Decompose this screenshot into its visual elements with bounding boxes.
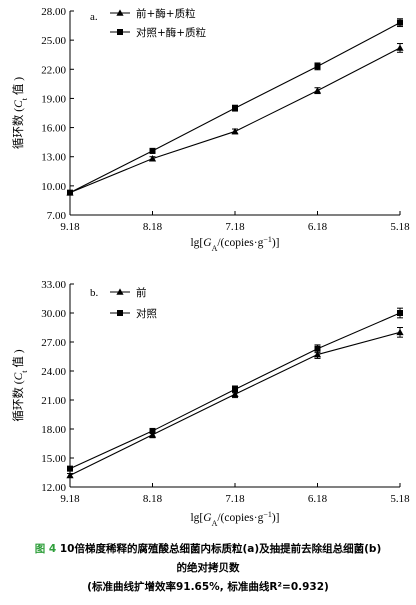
chart-b-y-tick-label: 18.00: [41, 424, 66, 436]
chart-b-series-2-point: [397, 310, 403, 316]
chart-a-series-1-point: [231, 127, 239, 135]
chart-b-series-2-point: [149, 427, 156, 434]
chart-b-x-tick-label: 5.18: [390, 493, 410, 505]
chart-a-series-2-point: [314, 63, 321, 70]
chart-a-x-tick-label: 5.18: [390, 221, 410, 233]
chart-canvas: 7.00 10.00 13.00 16.00 19.00 22.00 25.00 28.00 9…: [11, 6, 410, 528]
chart-a-y-tick-label: 28.00: [41, 6, 66, 18]
chart-b-series-1-point: [231, 390, 239, 397]
chart-a-y-tick-label: 19.00: [41, 93, 66, 105]
chart-b-legend-label: 前: [136, 286, 147, 299]
caption-figure-label: 图 4: [34, 543, 57, 555]
chart-b-y-tick-label: 33.00: [41, 279, 66, 291]
figure-caption: 图 4 10倍梯度稀释的腐殖酸总细菌内标质粒(a)及抽提前去除组总细菌(b) 的…: [0, 540, 416, 597]
chart-a-series-2-point: [232, 105, 238, 112]
chart-b-y-tick-label: 15.00: [41, 453, 66, 465]
chart-b-series-1-point: [66, 471, 74, 479]
chart-b-series-1-point: [313, 350, 322, 358]
chart-b-x-tick-label: 6.18: [308, 493, 328, 505]
chart-a-series-1-line: [69, 47, 401, 194]
caption-text-1: 10倍梯度稀释的腐殖酸总细菌内标质粒(a)及抽提前去除组总细菌(b): [59, 543, 382, 555]
chart-b-series-1-point: [148, 431, 157, 438]
chart-b-x-tick-label: 7.18: [225, 493, 245, 505]
chart-b-y-tick-label: 21.00: [41, 395, 66, 407]
chart-a-series-2-point: [149, 147, 156, 154]
chart-b-x-tick-label: 9.18: [60, 493, 80, 505]
chart-a-series-2-point: [67, 189, 73, 196]
chart-b-series-2-point: [232, 386, 238, 393]
chart-a-y-tick-label: 25.00: [41, 35, 66, 47]
chart-b-y-tick-label: 30.00: [41, 308, 66, 320]
chart-a-x-tick-label: 7.18: [225, 221, 245, 233]
chart-b-x-axis-title: lg[GA/(copies·g−1)]: [190, 510, 279, 528]
caption-line-1: 图 4 10倍梯度稀释的腐殖酸总细菌内标质粒(a)及抽提前去除组总细菌(b): [0, 540, 416, 559]
chart-a-y-tick-label: 7.00: [47, 210, 67, 222]
chart-b-legend-label: 对照: [136, 307, 157, 320]
chart-b-y-tick-label: 12.00: [41, 482, 66, 494]
chart-b-y-tick-label: 24.00: [41, 366, 66, 378]
caption-line-3: (标准曲线扩增效率91.65%, 标准曲线R²=0.932): [87, 581, 329, 593]
chart-a-x-tick-label: 6.18: [308, 221, 328, 233]
chart-b-y-axis-title: 循环数 (Ct 值 ): [11, 349, 29, 421]
chart-a-legend-marker: [116, 9, 124, 16]
chart-b-x-tick-label: 8.18: [143, 493, 163, 505]
chart-b-panel-label: b.: [90, 287, 99, 299]
chart-a-y-tick-label: 22.00: [41, 64, 66, 76]
chart-a-series-1-point: [396, 44, 404, 51]
chart-a-legend-label: 前+酶+质粒: [136, 7, 196, 20]
chart-b-series-2-point: [314, 345, 321, 352]
chart-a-series-1-point: [313, 87, 322, 94]
chart-b-series-1-line: [69, 331, 401, 476]
chart-a-legend-marker: [117, 29, 123, 35]
chart-a-panel-label: a.: [90, 11, 98, 23]
chart-b-series-1-point: [396, 328, 404, 336]
chart-a-y-axis-title: 循环数 (Ct 值 ): [11, 77, 29, 149]
caption-line-2: 的绝对拷贝数: [176, 562, 240, 574]
figure: 7.00 10.00 13.00 16.00 19.00 22.00 25.00 28.00 9…: [11, 6, 410, 528]
chart-b-legend-marker: [117, 310, 123, 316]
chart-a-y-tick-label: 13.00: [41, 152, 66, 164]
chart-b-y-tick-label: 27.00: [41, 337, 66, 349]
chart-a-y-tick-label: 10.00: [41, 181, 66, 193]
chart-a-series-2-point: [397, 19, 403, 26]
chart-b-series-2-point: [67, 465, 73, 472]
chart-a-x-tick-label: 9.18: [60, 221, 80, 233]
chart-a-series-1-point: [148, 155, 157, 162]
chart-a-x-axis-title: lg[GA/(copies·g−1)]: [190, 235, 279, 253]
chart-a-x-tick-label: 8.18: [143, 221, 163, 233]
chart-a-y-tick-label: 16.00: [41, 123, 66, 135]
chart-a-legend-label: 对照+酶+质粒: [136, 26, 207, 39]
chart-b-legend-marker: [116, 288, 124, 295]
